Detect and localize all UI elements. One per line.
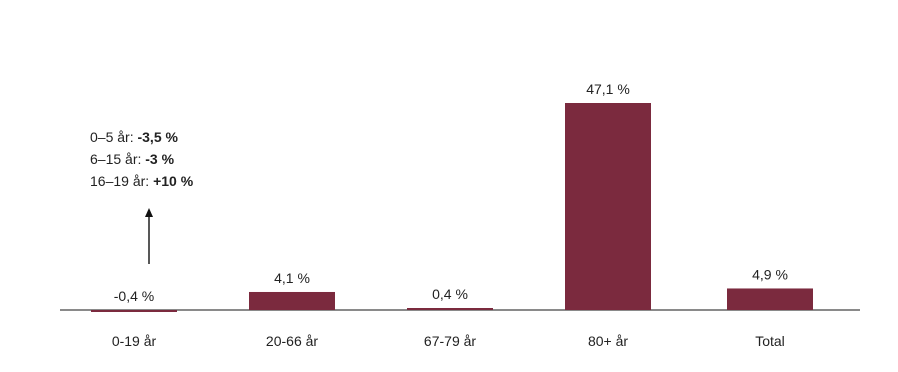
data-label-2: 0,4 % <box>432 286 468 302</box>
chart-panel: -0,4 % 0-19 år 4,1 % 20-66 år 0,4 % 67-79 år 4… <box>12 8 886 364</box>
x-tick-label-1: 20-66 år <box>266 333 318 349</box>
annotation-line-1: 6–15 år: -3 % <box>90 148 193 170</box>
x-tick-label-0: 0-19 år <box>112 333 157 349</box>
annotation-line-0: 0–5 år: -3,5 % <box>90 126 193 148</box>
x-tick-label-4: Total <box>755 333 785 349</box>
data-label-1: 4,1 % <box>274 270 310 286</box>
data-label-0: -0,4 % <box>114 288 154 304</box>
annotation-label: 6–15 år: <box>90 151 142 167</box>
bar-4 <box>727 288 813 310</box>
bar-2 <box>407 308 493 310</box>
bar-1 <box>249 291 335 310</box>
annotation-label: 0–5 år: <box>90 129 134 145</box>
bar-0 <box>91 310 177 312</box>
annotation-value: +10 % <box>153 173 194 189</box>
annotation-line-2: 16–19 år: +10 % <box>90 170 193 192</box>
annotation-value: -3 % <box>145 151 175 167</box>
up-arrow-icon <box>145 208 153 264</box>
data-label-4: 4,9 % <box>752 266 788 282</box>
bar-chart: -0,4 % 0-19 år 4,1 % 20-66 år 0,4 % 67-79 år 4… <box>60 81 860 349</box>
x-tick-label-2: 67-79 år <box>424 333 476 349</box>
age-breakdown-annotation: 0–5 år: -3,5 % 6–15 år: -3 % 16–19 år: +… <box>90 126 193 192</box>
annotation-value: -3,5 % <box>137 129 178 145</box>
x-tick-label-3: 80+ år <box>588 333 628 349</box>
data-label-3: 47,1 % <box>586 81 630 97</box>
annotation-label: 16–19 år: <box>90 173 150 189</box>
bar-3 <box>565 103 651 310</box>
